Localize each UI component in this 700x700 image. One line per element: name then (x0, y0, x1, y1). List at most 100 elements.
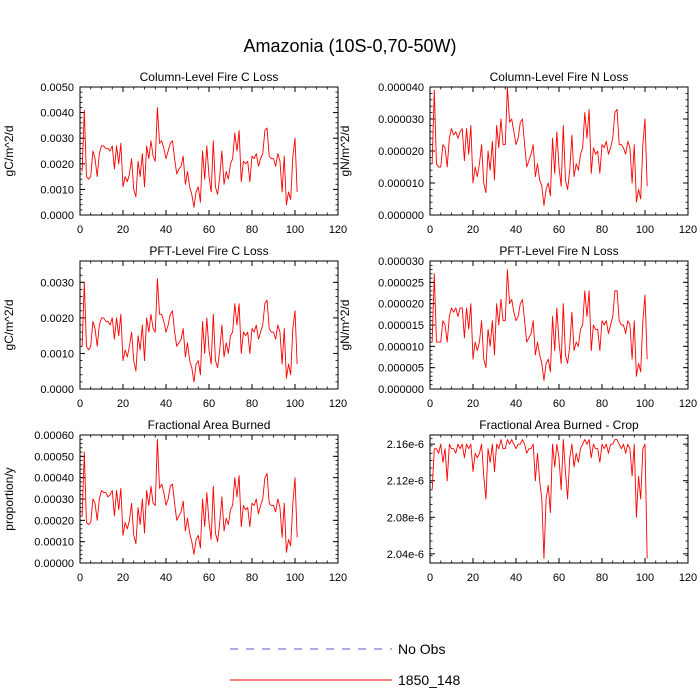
x-tick-label: 60 (553, 224, 565, 236)
y-tick-label: 0.0020 (40, 159, 74, 171)
x-tick-label: 0 (77, 398, 83, 410)
figure-title: Amazonia (10S-0,70-50W) (243, 36, 457, 56)
x-tick-label: 40 (510, 224, 522, 236)
x-tick-label: 120 (679, 572, 697, 584)
x-tick-label: 60 (553, 572, 565, 584)
y-tick-label: 2.16e-6 (387, 439, 424, 451)
x-tick-label: 40 (510, 572, 522, 584)
x-tick-label: 20 (117, 224, 129, 236)
x-tick-label: 80 (246, 398, 258, 410)
x-tick-label: 60 (203, 398, 215, 410)
x-tick-label: 120 (329, 572, 347, 584)
y-tick-label: 0.0050 (40, 82, 74, 94)
x-tick-label: 60 (553, 398, 565, 410)
plot-frame (79, 434, 339, 564)
x-tick-label: 120 (679, 224, 697, 236)
y-tick-label: 0.000020 (378, 299, 424, 311)
x-tick-label: 100 (286, 572, 304, 584)
y-tick-label: 0.0010 (40, 348, 74, 360)
y-tick-label: 2.04e-6 (387, 549, 424, 561)
x-tick-label: 100 (636, 572, 654, 584)
x-tick-label: 100 (286, 398, 304, 410)
y-tick-label: 0.000000 (378, 210, 424, 222)
y-tick-label: 0.000005 (378, 363, 424, 375)
x-tick-label: 0 (427, 398, 433, 410)
x-tick-label: 100 (636, 398, 654, 410)
x-tick-label: 0 (77, 572, 83, 584)
y-tick-label: 0.00050 (34, 451, 74, 463)
x-tick-label: 80 (246, 572, 258, 584)
series-line (431, 439, 648, 559)
x-tick-label: 20 (117, 572, 129, 584)
x-tick-label: 60 (203, 572, 215, 584)
x-tick-label: 20 (467, 398, 479, 410)
y-axis-label: gN/m^2/d (338, 300, 352, 351)
legend-label-1850-148: 1850_148 (398, 672, 461, 688)
x-tick-label: 40 (160, 398, 172, 410)
x-tick-label: 120 (329, 398, 347, 410)
x-tick-label: 20 (117, 398, 129, 410)
y-axis-label: gN/m^2/d (338, 126, 352, 177)
x-tick-label: 0 (77, 224, 83, 236)
series-line (81, 107, 298, 208)
y-tick-label: 0.0040 (40, 108, 74, 120)
y-tick-label: 0.000015 (378, 320, 424, 332)
x-tick-label: 40 (160, 572, 172, 584)
y-tick-label: 0.0020 (40, 313, 74, 325)
y-tick-label: 0.00060 (34, 430, 74, 442)
panel-title: PFT-Level Fire C Loss (149, 244, 268, 258)
y-tick-label: 0.000000 (378, 384, 424, 396)
x-tick-label: 0 (427, 572, 433, 584)
x-tick-label: 20 (467, 572, 479, 584)
series-line (431, 269, 648, 381)
x-tick-label: 80 (596, 398, 608, 410)
y-tick-label: 0.000010 (378, 341, 424, 353)
x-tick-label: 60 (203, 224, 215, 236)
y-tick-label: 2.12e-6 (387, 476, 424, 488)
series-line (431, 86, 648, 206)
panel-title: PFT-Level Fire N Loss (499, 244, 618, 258)
series-line (81, 438, 298, 555)
plot-frame (429, 434, 689, 564)
y-tick-label: 0.0010 (40, 184, 74, 196)
panel-title: Fractional Area Burned (148, 418, 271, 432)
y-tick-label: 2.08e-6 (387, 512, 424, 524)
y-tick-label: 0.0000 (40, 384, 74, 396)
x-tick-label: 80 (596, 224, 608, 236)
y-tick-label: 0.0030 (40, 277, 74, 289)
plot-frame (79, 86, 339, 216)
y-tick-label: 0.00030 (34, 494, 74, 506)
x-tick-label: 120 (679, 398, 697, 410)
y-tick-label: 0.0030 (40, 133, 74, 145)
y-tick-label: 0.000025 (378, 277, 424, 289)
x-tick-label: 120 (329, 224, 347, 236)
panel-title: Column-Level Fire N Loss (490, 70, 629, 84)
series-line (81, 278, 298, 383)
y-tick-label: 0.000020 (378, 146, 424, 158)
x-tick-label: 20 (467, 224, 479, 236)
x-tick-label: 40 (160, 224, 172, 236)
y-tick-label: 0.000030 (378, 114, 424, 126)
y-tick-label: 0.0000 (40, 210, 74, 222)
x-tick-label: 80 (596, 572, 608, 584)
y-tick-label: 0.000030 (378, 256, 424, 268)
x-tick-label: 0 (427, 224, 433, 236)
x-tick-label: 40 (510, 398, 522, 410)
y-tick-label: 0.00040 (34, 473, 74, 485)
y-axis-label: gC/m^2/d (2, 300, 16, 351)
y-tick-label: 0.00020 (34, 515, 74, 527)
panel-title: Fractional Area Burned - Crop (479, 418, 639, 432)
panel-title: Column-Level Fire C Loss (140, 70, 279, 84)
y-tick-label: 0.000010 (378, 178, 424, 190)
y-tick-label: 0.000040 (378, 82, 424, 94)
y-tick-label: 0.00000 (34, 558, 74, 570)
x-tick-label: 80 (246, 224, 258, 236)
plot-frame (79, 260, 339, 390)
y-axis-label: gC/m^2/d (2, 126, 16, 177)
y-axis-label: proportion/y (2, 467, 16, 530)
x-tick-label: 100 (636, 224, 654, 236)
x-tick-label: 100 (286, 224, 304, 236)
legend-label-no-obs: No Obs (398, 641, 445, 657)
y-tick-label: 0.00010 (34, 537, 74, 549)
